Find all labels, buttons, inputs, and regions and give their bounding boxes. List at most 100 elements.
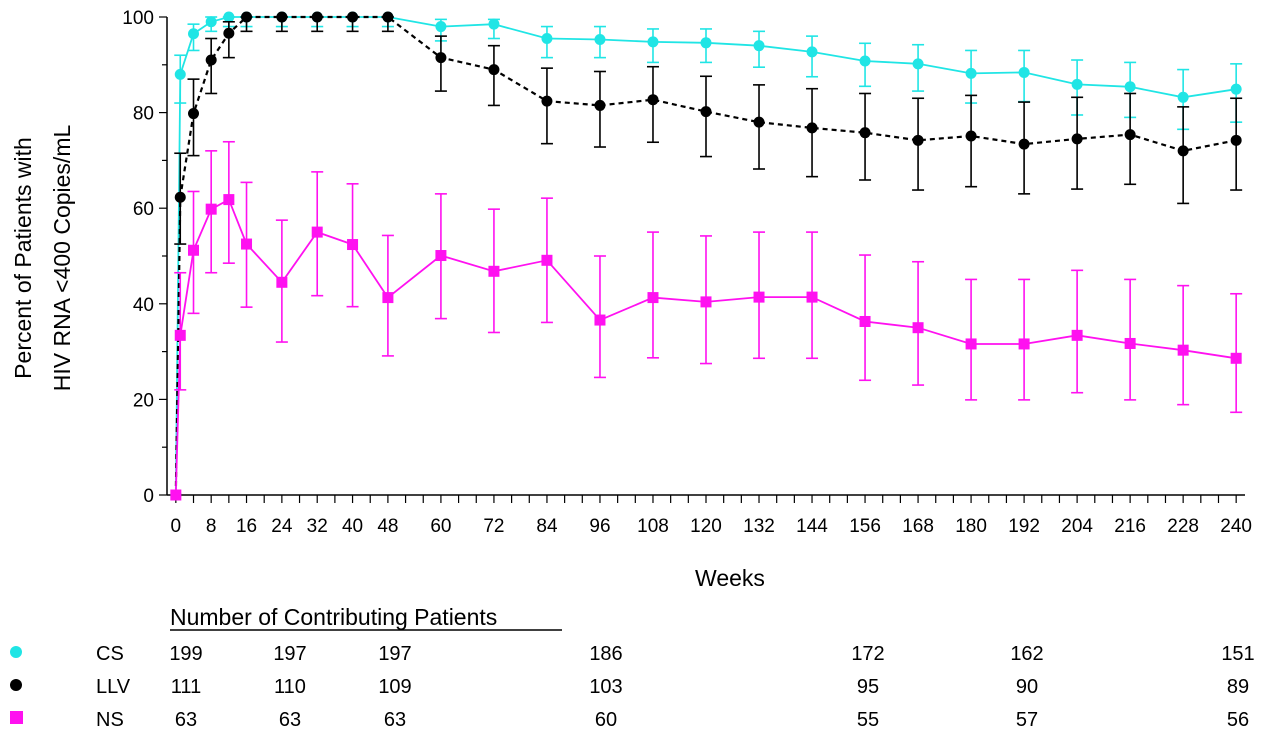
- legend-marker-cs: [10, 646, 22, 658]
- x-tick-label: 216: [1114, 516, 1146, 537]
- data-point-llv: [188, 108, 200, 120]
- y-tick-label: 100: [122, 8, 154, 29]
- data-point-ns: [912, 322, 924, 334]
- data-point-llv: [912, 134, 924, 146]
- data-point-ns: [435, 250, 447, 262]
- data-point-llv: [382, 11, 394, 23]
- patients-count: 172: [851, 643, 884, 665]
- data-point-ns: [965, 338, 977, 350]
- data-point-ns: [488, 265, 500, 277]
- x-axis-title: Weeks: [695, 565, 765, 591]
- patients-count: 197: [273, 643, 306, 665]
- x-tick-label: 144: [796, 516, 828, 537]
- data-point-llv: [174, 191, 186, 203]
- data-point-ns: [1230, 352, 1242, 364]
- data-point-ns: [311, 226, 323, 238]
- data-point-ns: [223, 194, 235, 206]
- data-point-ns: [1177, 344, 1189, 356]
- data-point-llv: [1071, 133, 1083, 145]
- series-ns: [170, 140, 1243, 501]
- data-point-ns: [205, 203, 217, 215]
- x-tick-label: 240: [1220, 516, 1252, 537]
- data-point-llv: [241, 11, 253, 23]
- x-tick-label: 180: [955, 516, 987, 537]
- data-point-ns: [174, 329, 186, 341]
- data-point-ns: [753, 291, 765, 303]
- data-point-cs: [647, 36, 659, 48]
- patients-row-label: LLV: [96, 676, 131, 698]
- patients-row-llv: LLV 111 110 109 103 95 90 89: [10, 676, 1249, 698]
- data-point-llv: [435, 52, 447, 64]
- data-point-cs: [700, 37, 712, 49]
- data-point-cs: [912, 58, 924, 70]
- data-point-cs: [859, 55, 871, 67]
- data-point-llv: [1124, 129, 1136, 141]
- patients-count: 151: [1221, 643, 1254, 665]
- patients-count: 63: [384, 709, 406, 730]
- series-line-ns: [174, 198, 1237, 496]
- y-tick-label: 20: [133, 390, 154, 411]
- data-point-cs: [1124, 81, 1136, 93]
- x-tick-label: 192: [1008, 516, 1040, 537]
- x-tick-label: 16: [236, 516, 257, 537]
- x-tick-label: 96: [589, 516, 610, 537]
- data-point-ns: [806, 291, 818, 303]
- data-point-cs: [1018, 66, 1030, 78]
- patients-count: 95: [857, 676, 879, 698]
- patients-count: 162: [1010, 643, 1043, 665]
- data-point-ns: [1071, 329, 1083, 341]
- x-tick-label: 84: [536, 516, 558, 537]
- x-tick-label: 132: [743, 516, 775, 537]
- data-point-llv: [647, 94, 659, 106]
- data-point-ns: [1018, 338, 1030, 350]
- data-point-llv: [1177, 145, 1189, 157]
- patients-count: 57: [1016, 709, 1038, 730]
- data-point-llv: [223, 27, 235, 39]
- data-point-ns: [1124, 337, 1136, 349]
- patients-count: 197: [378, 643, 411, 665]
- patients-count: 90: [1016, 676, 1038, 698]
- patients-count: 110: [274, 676, 306, 698]
- y-axis-title-line-1: Percent of Patients with: [10, 137, 36, 379]
- data-point-llv: [594, 99, 606, 111]
- data-point-cs: [1071, 78, 1083, 90]
- y-axis-title-line-2: HIV RNA <400 Copies/mL: [49, 125, 75, 392]
- patients-count: 103: [589, 676, 622, 698]
- patients-count: 89: [1227, 676, 1249, 698]
- data-point-ns: [170, 489, 182, 501]
- data-point-ns: [859, 315, 871, 327]
- data-point-ns: [647, 292, 659, 304]
- data-point-cs: [174, 68, 186, 80]
- data-point-cs: [541, 33, 553, 45]
- x-tick-label: 32: [307, 516, 328, 537]
- patients-count: 186: [589, 643, 622, 665]
- data-point-llv: [965, 130, 977, 142]
- data-point-llv: [753, 116, 765, 128]
- patients-row-label: NS: [96, 709, 124, 730]
- x-tick-label: 72: [483, 516, 504, 537]
- y-tick-label: 40: [133, 295, 154, 316]
- data-point-ns: [241, 238, 253, 250]
- patients-count: 60: [595, 709, 617, 730]
- data-point-cs: [223, 11, 235, 23]
- patients-count: 55: [857, 709, 879, 730]
- data-point-llv: [1018, 138, 1030, 150]
- patients-row-label: CS: [96, 643, 124, 665]
- x-tick-label: 120: [690, 516, 722, 537]
- y-tick-label: 80: [133, 104, 154, 125]
- patients-count: 63: [175, 709, 197, 730]
- x-tick-label: 40: [342, 516, 363, 537]
- y-tick-label: 60: [133, 199, 154, 220]
- patients-table: Number of Contributing Patients CS 199 197…: [10, 604, 1255, 730]
- x-tick-label: 156: [849, 516, 881, 537]
- x-tick-label: 48: [377, 516, 398, 537]
- patients-table-title: Number of Contributing Patients: [170, 604, 497, 630]
- patients-row-ns: NS 63 63 63 60 55 57 56: [10, 709, 1249, 730]
- y-tick-label: 0: [143, 486, 154, 507]
- legend-marker-ns: [10, 711, 23, 724]
- data-point-llv: [1230, 134, 1242, 146]
- axis-titles: Weeks Percent of Patients with HIV RNA <…: [10, 125, 765, 591]
- data-point-cs: [806, 46, 818, 58]
- patients-row-cs: CS 199 197 197 186 172 162 151: [10, 643, 1255, 665]
